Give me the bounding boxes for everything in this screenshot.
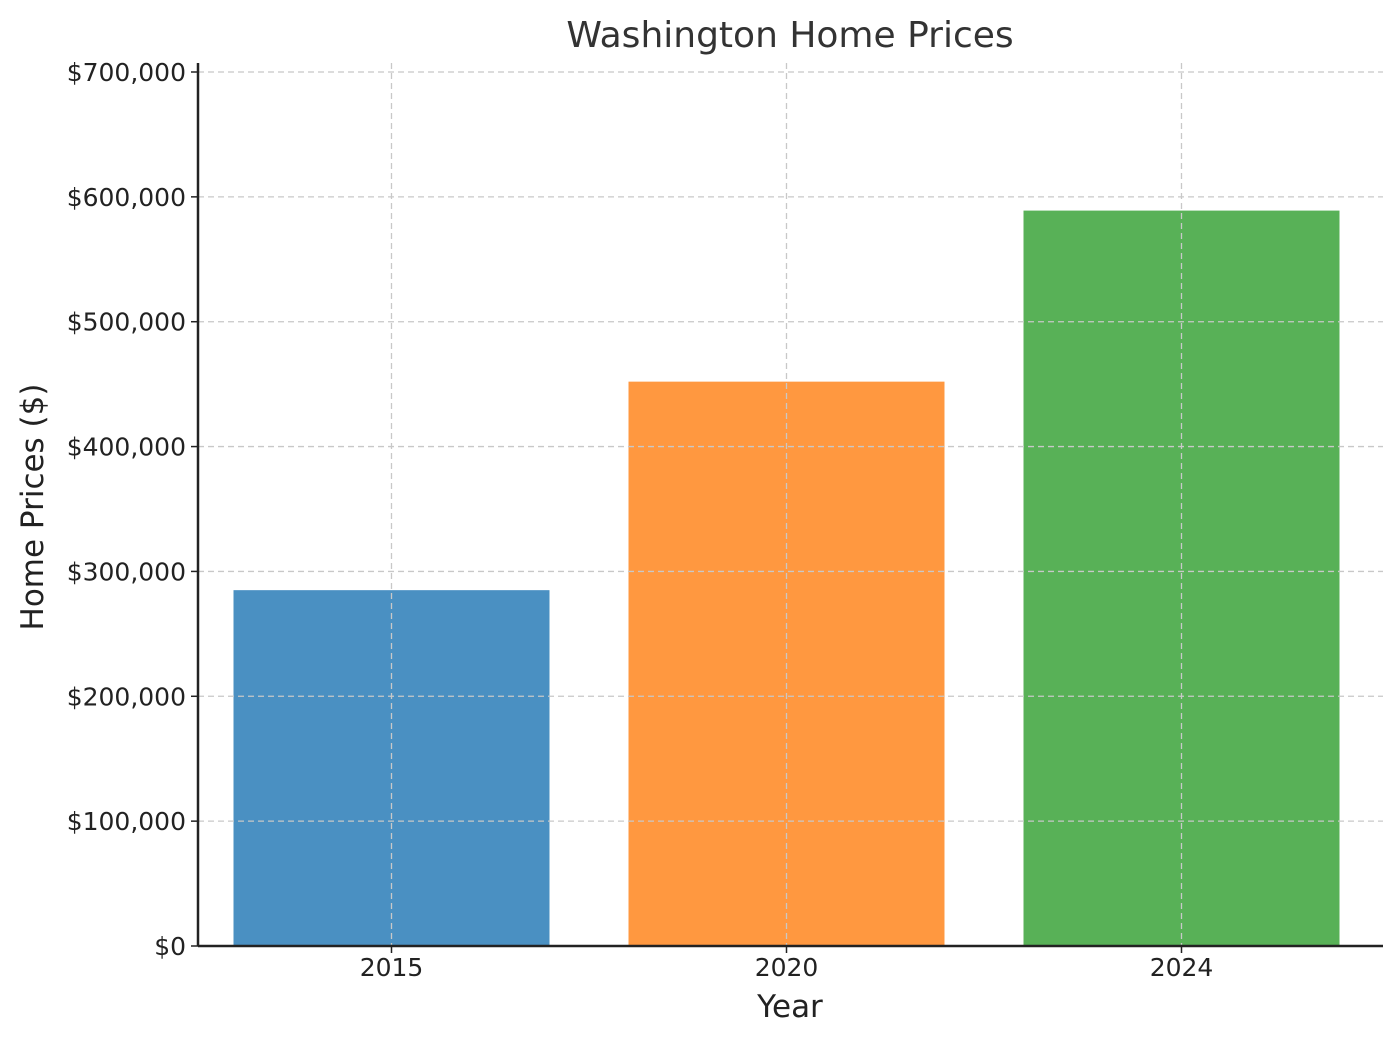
y-tick-label: $200,000 bbox=[67, 682, 186, 711]
y-tick-label: $700,000 bbox=[67, 58, 186, 87]
x-axis-label: Year bbox=[756, 989, 823, 1025]
x-tick-label: 2020 bbox=[755, 953, 819, 982]
y-tick-label: $400,000 bbox=[67, 433, 186, 462]
y-tick-labels: $0 $100,000 $200,000 $300,000 $400,000 $500,0… bbox=[67, 58, 198, 961]
axes bbox=[196, 63, 1383, 948]
y-tick-label: $100,000 bbox=[67, 807, 186, 836]
y-tick-label: $600,000 bbox=[67, 183, 186, 212]
grid bbox=[198, 63, 1383, 946]
x-tick-label: 2015 bbox=[360, 953, 424, 982]
x-tick-labels: 2015 2020 2024 bbox=[360, 946, 1214, 982]
y-tick-label: $500,000 bbox=[67, 308, 186, 337]
y-tick-label: $300,000 bbox=[67, 557, 186, 586]
chart-title: Washington Home Prices bbox=[566, 15, 1013, 56]
y-axis-label: Home Prices ($) bbox=[15, 384, 51, 631]
x-tick-label: 2024 bbox=[1150, 953, 1214, 982]
y-tick-label: $0 bbox=[154, 932, 186, 961]
